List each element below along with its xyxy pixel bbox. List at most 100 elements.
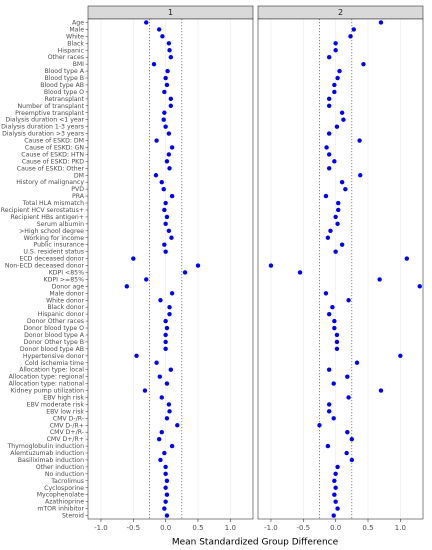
y-tick-label: Tacrolimus xyxy=(50,478,84,485)
dot xyxy=(339,110,345,115)
dot xyxy=(169,291,175,296)
dot xyxy=(158,457,163,463)
y-tick-label: Azathioprine xyxy=(45,499,84,506)
y-tick-label: mTOR inhibitor xyxy=(37,506,84,513)
dot xyxy=(169,443,175,449)
dot xyxy=(331,381,336,386)
dot xyxy=(326,166,332,171)
dot xyxy=(348,34,353,39)
x-tick-label: -1.0 xyxy=(94,524,108,532)
dot xyxy=(333,48,338,53)
dot xyxy=(162,506,167,511)
dot xyxy=(162,207,167,213)
dot xyxy=(334,332,340,338)
dot xyxy=(343,186,348,192)
y-tick-label: CMV D+/R- xyxy=(50,429,84,436)
y-tick-label: CMV D-/R+ xyxy=(50,422,84,429)
x-tick-label: 1.0 xyxy=(395,524,406,532)
y-tick-label: Hispanic xyxy=(58,47,85,54)
dot xyxy=(337,68,342,74)
y-tick-label: Black donor xyxy=(47,304,84,311)
dot xyxy=(164,416,170,421)
dot xyxy=(166,131,172,136)
strip-label: 1 xyxy=(168,8,173,17)
dot xyxy=(167,304,172,310)
dot xyxy=(164,513,170,518)
dot xyxy=(169,193,175,199)
y-tick-label: Cause of ESKD: Other xyxy=(17,165,85,172)
y-tick-label: ECD deceased donor xyxy=(19,256,84,263)
y-tick-label: Blood type AB xyxy=(40,82,84,89)
y-tick-label: White donor xyxy=(46,297,84,304)
y-tick-label: Cause of ESKD: DM xyxy=(24,138,84,145)
y-tick-label: Thymoglobulin induction xyxy=(6,443,84,450)
y-tick-label: >High school degree xyxy=(19,228,84,235)
dot xyxy=(163,124,168,129)
y-tick-label: Hispanic donor xyxy=(38,311,85,318)
dot xyxy=(163,75,168,81)
dot xyxy=(167,311,172,317)
dot xyxy=(160,34,165,39)
dot xyxy=(336,200,341,206)
dot xyxy=(162,450,167,456)
y-tick-label: Number of transplant xyxy=(18,103,85,110)
y-tick-label: KDPI <85% xyxy=(49,269,84,276)
y-tick-label: Donor blood type O xyxy=(23,325,84,332)
dot xyxy=(151,61,157,67)
dot xyxy=(333,499,338,504)
dot xyxy=(169,235,174,240)
y-tick-label: Allocation type: national xyxy=(9,381,85,388)
dot xyxy=(335,506,340,511)
x-tick-label: 0.0 xyxy=(160,524,171,532)
dot xyxy=(325,235,331,240)
dot xyxy=(377,277,382,282)
y-tick-label: Recipient HBs antigen+ xyxy=(10,214,84,221)
dot xyxy=(156,436,162,442)
y-tick-label: CMV D+/R+ xyxy=(47,436,84,443)
y-tick-label: Public insurance xyxy=(33,242,84,249)
y-tick-label: Kidney pump utilization xyxy=(11,388,84,395)
dot xyxy=(346,298,351,303)
dot xyxy=(333,249,338,254)
dot xyxy=(167,166,172,171)
dot xyxy=(166,402,172,407)
dot xyxy=(163,221,168,227)
dot xyxy=(162,242,167,247)
dot xyxy=(124,284,130,289)
y-tick-label: White xyxy=(66,33,84,40)
dot xyxy=(417,284,422,289)
dot xyxy=(164,492,170,497)
dot xyxy=(332,89,337,95)
dot xyxy=(361,61,366,67)
y-tick-label: Blood type B xyxy=(45,75,84,82)
dot xyxy=(330,304,335,310)
dot xyxy=(163,339,168,345)
dot xyxy=(161,186,166,192)
dot xyxy=(334,339,340,345)
dot xyxy=(166,41,172,46)
dot xyxy=(335,464,340,470)
y-tick-label: Donor age xyxy=(52,283,84,290)
dot xyxy=(182,270,188,275)
dot xyxy=(163,200,168,206)
dot xyxy=(168,103,174,109)
dot xyxy=(335,75,340,81)
dot xyxy=(165,68,170,74)
dot xyxy=(336,207,341,213)
dot xyxy=(326,311,332,317)
dot xyxy=(167,48,172,53)
dot xyxy=(332,325,337,331)
dot xyxy=(332,82,337,88)
dot xyxy=(378,388,384,393)
y-tick-label: Donor Other races xyxy=(27,318,84,325)
dot xyxy=(158,298,163,303)
y-tick-label: DM xyxy=(74,172,84,179)
y-tick-label: Other induction xyxy=(36,464,84,471)
x-tick-label: 0.5 xyxy=(192,524,203,532)
dot xyxy=(161,117,166,122)
dot xyxy=(142,388,148,393)
dot xyxy=(163,499,168,504)
y-tick-label: Donor blood type AB xyxy=(20,346,84,353)
dot xyxy=(169,145,175,150)
dot xyxy=(332,318,337,324)
